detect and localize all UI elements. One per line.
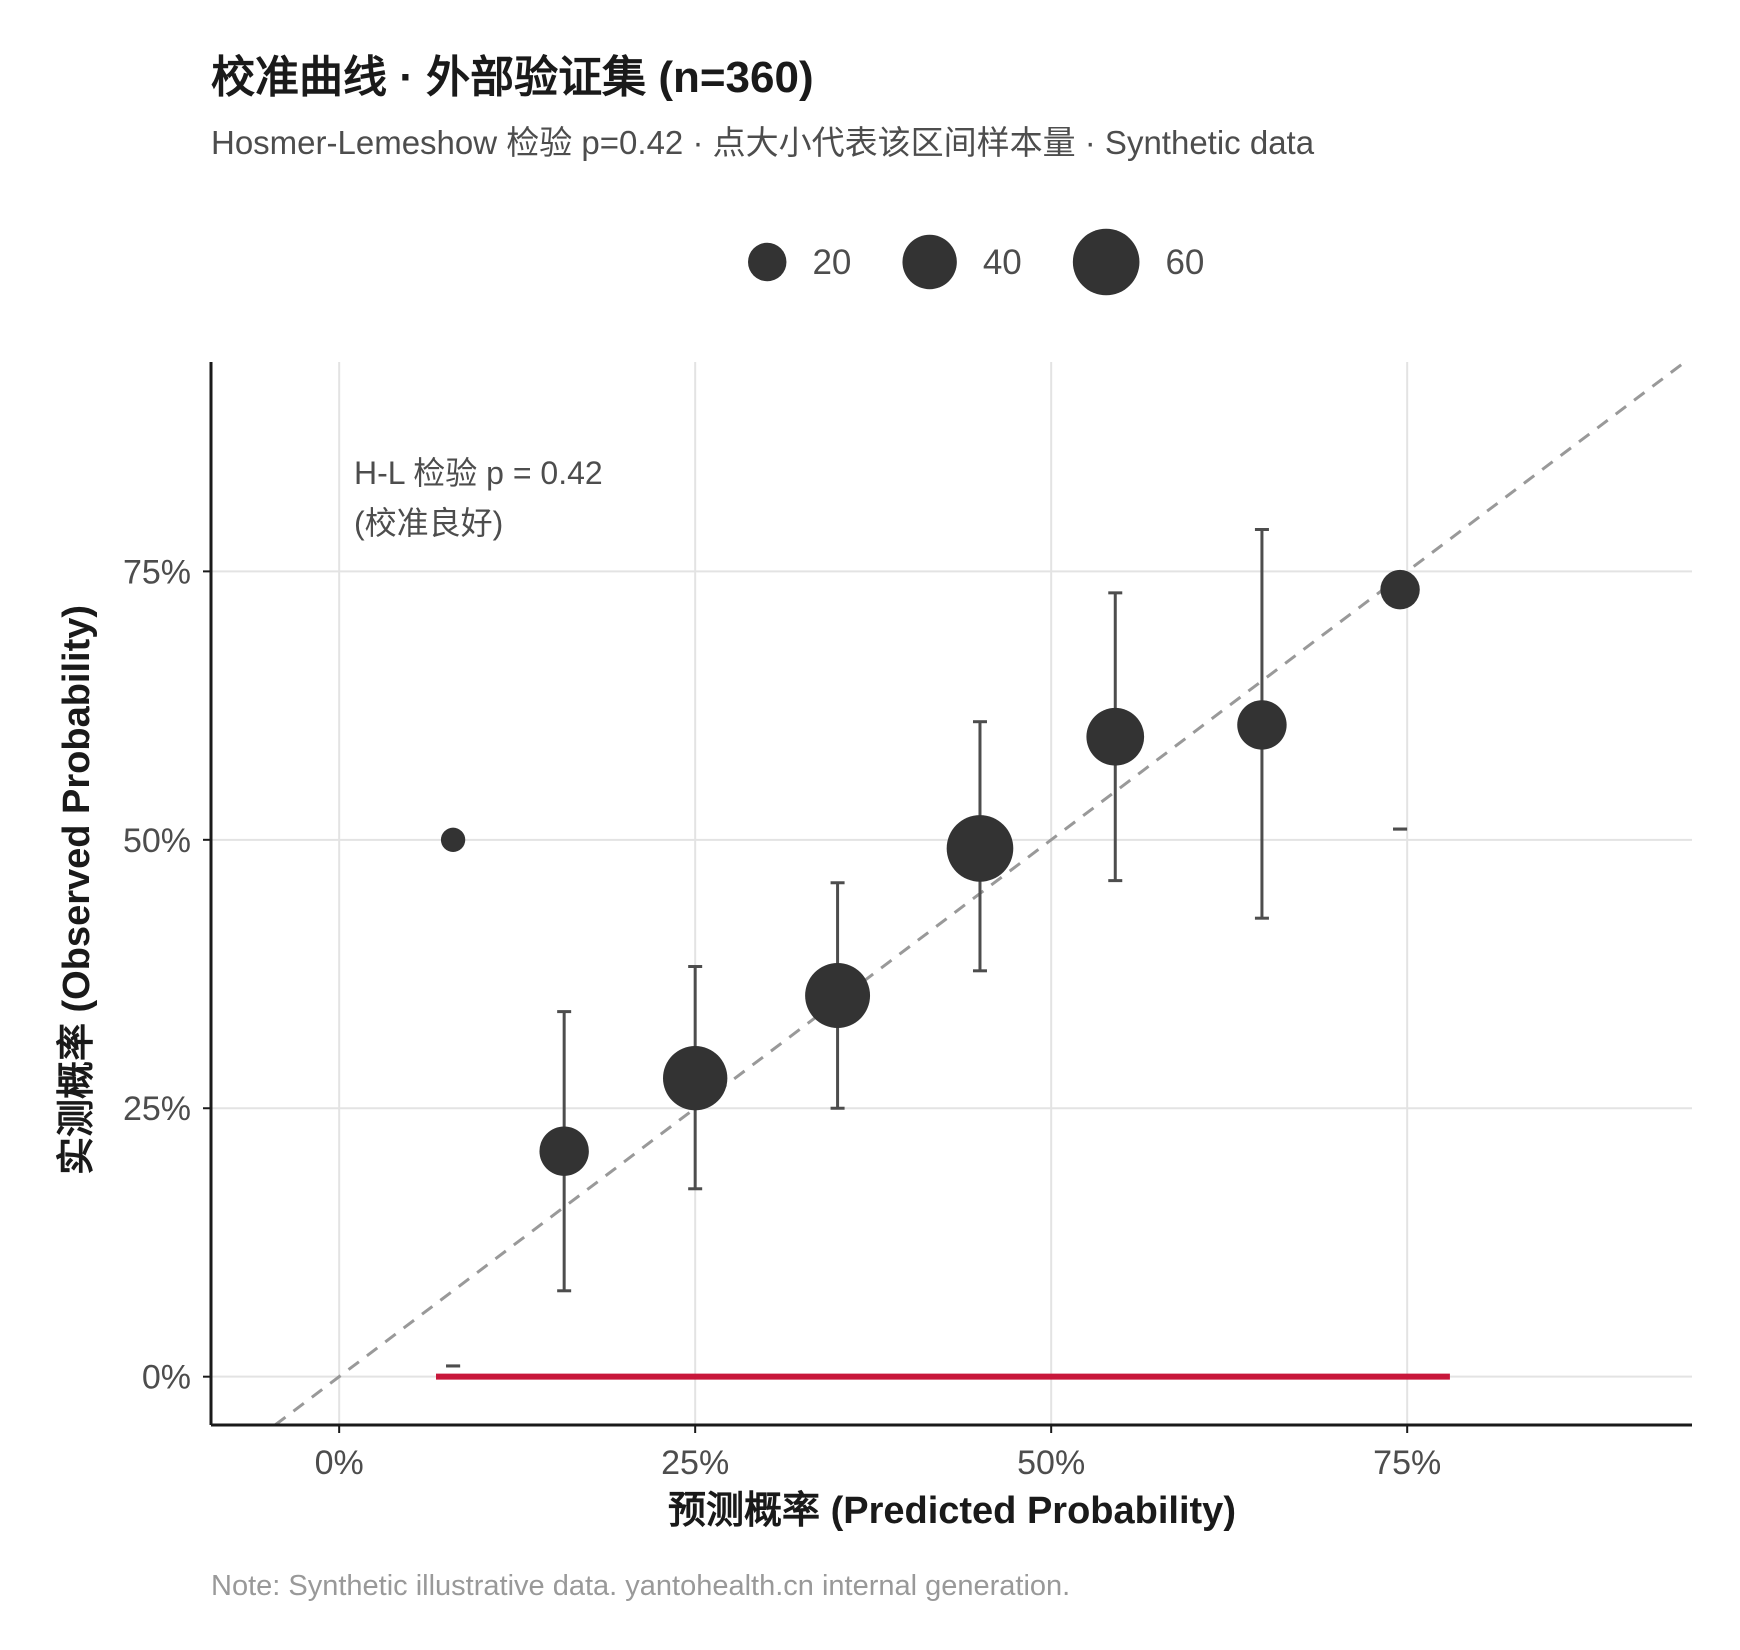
legend-label: 60 bbox=[1165, 243, 1204, 282]
y-tick-label: 25% bbox=[123, 1090, 191, 1128]
data-point bbox=[1380, 569, 1420, 610]
tick-labels: 0% 25% 50% 75% 0% 25% 50% 75% bbox=[123, 553, 1441, 1482]
legend: 20 40 60 bbox=[748, 228, 1204, 296]
y-tick-label: 75% bbox=[123, 553, 191, 591]
legend-key bbox=[748, 242, 787, 282]
axes bbox=[203, 362, 1692, 1433]
data-point bbox=[539, 1126, 589, 1176]
chart-caption: Note: Synthetic illustrative data. yanto… bbox=[211, 1570, 1070, 1602]
data-point bbox=[440, 827, 466, 852]
x-tick-label: 25% bbox=[661, 1444, 729, 1482]
y-tick-label: 0% bbox=[142, 1359, 191, 1397]
data-point bbox=[1086, 707, 1145, 766]
legend-label: 20 bbox=[812, 243, 851, 282]
annotation-line-1: H-L 检验 p = 0.42 bbox=[354, 455, 603, 491]
points bbox=[440, 569, 1420, 1176]
data-point bbox=[946, 815, 1014, 882]
x-tick-label: 0% bbox=[315, 1444, 364, 1482]
chart-title: 校准曲线 · 外部验证集 (n=360) bbox=[211, 53, 814, 102]
legend-label: 40 bbox=[983, 243, 1022, 282]
x-tick-label: 75% bbox=[1373, 1444, 1441, 1482]
data-point bbox=[1237, 700, 1287, 750]
x-axis-label: 预测概率 (Predicted Probability) bbox=[668, 1490, 1236, 1532]
legend-key bbox=[902, 234, 957, 290]
x-tick-label: 50% bbox=[1017, 1444, 1085, 1482]
data-point bbox=[805, 963, 871, 1028]
y-axis-label: 实测概率 (Observed Probability) bbox=[56, 605, 98, 1175]
data-point bbox=[662, 1046, 728, 1111]
legend-key bbox=[1072, 228, 1140, 296]
chart-subtitle: Hosmer-Lemeshow 检验 p=0.42 · 点大小代表该区间样本量 … bbox=[211, 124, 1315, 161]
y-tick-label: 50% bbox=[123, 822, 191, 860]
annotation-line-2: (校准良好) bbox=[354, 505, 503, 541]
